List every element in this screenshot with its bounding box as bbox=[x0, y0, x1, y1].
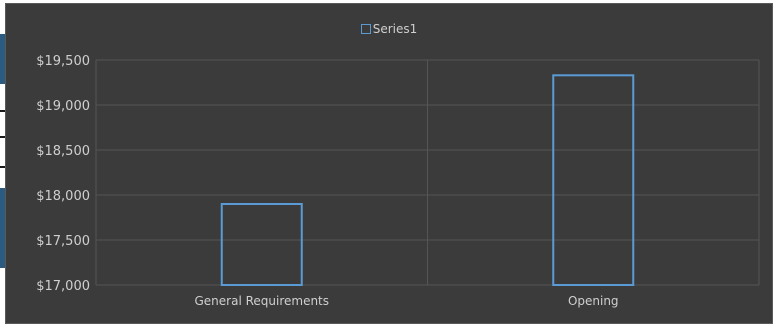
y-tick-label: $18,000 bbox=[36, 189, 90, 204]
legend-swatch-icon bbox=[360, 24, 371, 34]
chart-area[interactable]: Series1 $17,000 $17,500 $18,000 $18,500 $19,… bbox=[5, 3, 773, 324]
y-tick-label: $19,000 bbox=[36, 99, 90, 114]
spreadsheet-cell bbox=[0, 34, 8, 84]
bar bbox=[552, 74, 635, 286]
y-tick-label: $19,500 bbox=[36, 54, 90, 69]
y-tick-label: $17,500 bbox=[36, 234, 90, 249]
spreadsheet-gridline bbox=[0, 136, 8, 138]
chart-plot: $17,000 $17,500 $18,000 $18,500 $19,000 $19,5… bbox=[36, 54, 760, 308]
x-tick-label: General Requirements bbox=[194, 294, 329, 308]
spreadsheet-cell bbox=[0, 188, 8, 268]
legend[interactable]: Series1 bbox=[6, 22, 772, 36]
bar bbox=[220, 203, 303, 286]
spreadsheet-gridline bbox=[0, 166, 8, 168]
spreadsheet-gridline bbox=[0, 110, 8, 112]
y-tick-label: $17,000 bbox=[36, 279, 90, 294]
x-tick-label: Opening bbox=[568, 294, 619, 308]
y-tick-label: $18,500 bbox=[36, 144, 90, 159]
legend-label: Series1 bbox=[372, 22, 418, 36]
